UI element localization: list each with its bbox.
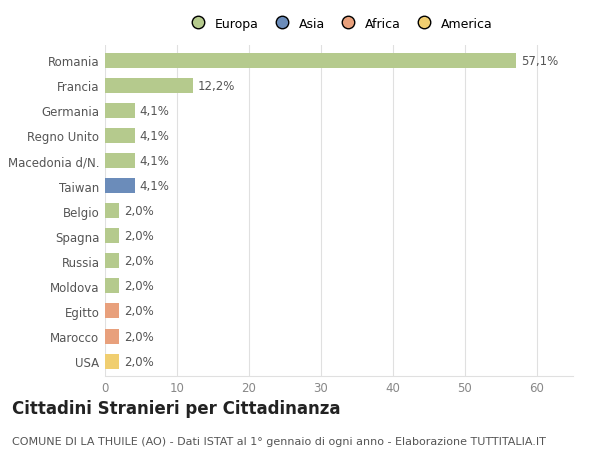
Bar	[105, 329, 119, 344]
Bar	[105, 254, 119, 269]
Text: 57,1%: 57,1%	[521, 55, 559, 67]
Legend: Europa, Asia, Africa, America: Europa, Asia, Africa, America	[182, 15, 496, 33]
Bar	[105, 78, 193, 94]
Bar	[105, 179, 134, 194]
Bar	[105, 229, 119, 244]
Bar	[105, 304, 119, 319]
Text: COMUNE DI LA THUILE (AO) - Dati ISTAT al 1° gennaio di ogni anno - Elaborazione : COMUNE DI LA THUILE (AO) - Dati ISTAT al…	[12, 436, 546, 446]
Text: 2,0%: 2,0%	[124, 305, 154, 318]
Bar	[105, 279, 119, 294]
Text: 2,0%: 2,0%	[124, 330, 154, 343]
Text: Cittadini Stranieri per Cittadinanza: Cittadini Stranieri per Cittadinanza	[12, 399, 341, 417]
Text: 2,0%: 2,0%	[124, 205, 154, 218]
Text: 4,1%: 4,1%	[140, 179, 169, 193]
Bar	[105, 129, 134, 144]
Bar	[105, 103, 134, 118]
Text: 2,0%: 2,0%	[124, 355, 154, 368]
Bar	[105, 154, 134, 168]
Bar	[105, 53, 516, 68]
Bar	[105, 204, 119, 218]
Text: 2,0%: 2,0%	[124, 255, 154, 268]
Text: 2,0%: 2,0%	[124, 230, 154, 243]
Text: 12,2%: 12,2%	[198, 79, 235, 92]
Bar	[105, 354, 119, 369]
Text: 4,1%: 4,1%	[140, 155, 169, 168]
Text: 4,1%: 4,1%	[140, 105, 169, 118]
Text: 2,0%: 2,0%	[124, 280, 154, 293]
Text: 4,1%: 4,1%	[140, 129, 169, 142]
